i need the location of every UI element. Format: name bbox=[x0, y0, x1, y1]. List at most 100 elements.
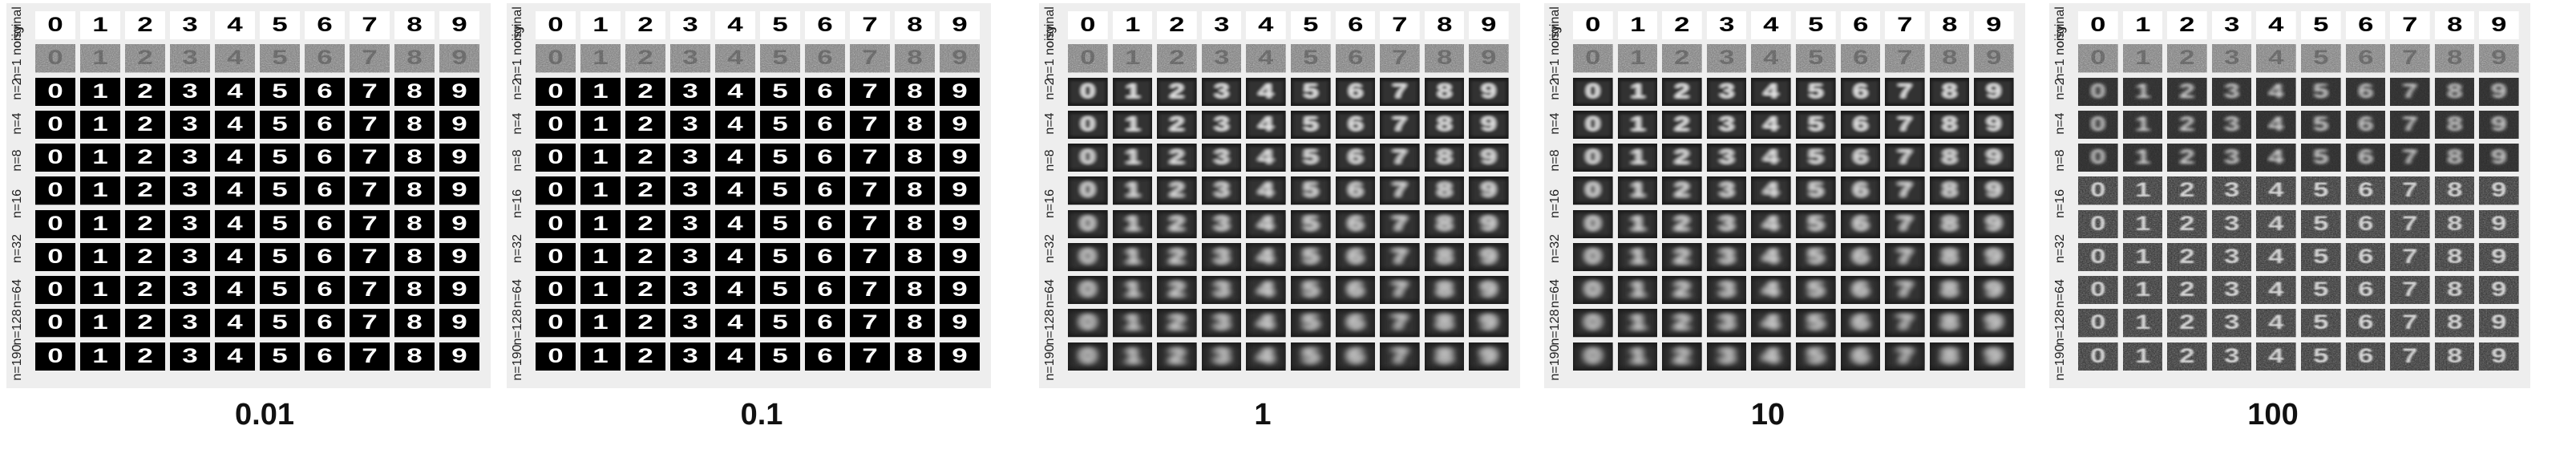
svg-text:0: 0 bbox=[1080, 147, 1095, 168]
svg-text:6: 6 bbox=[817, 147, 832, 168]
digit-image: 9 bbox=[940, 342, 980, 371]
digit-image: 3 bbox=[1201, 176, 1242, 205]
digit-image: 0 bbox=[35, 144, 75, 172]
svg-text:5: 5 bbox=[1303, 180, 1318, 201]
digit-image: 5 bbox=[760, 209, 800, 238]
digit-image: 8 bbox=[895, 44, 935, 73]
digit-image: 8 bbox=[1929, 44, 1970, 73]
digit-image: 5 bbox=[1795, 110, 1836, 140]
svg-text:7: 7 bbox=[1392, 147, 1407, 168]
row-label: n=1 noisy bbox=[2053, 25, 2067, 81]
svg-text:2: 2 bbox=[1169, 47, 1184, 69]
digit-image: 5 bbox=[2300, 342, 2341, 371]
svg-text:3: 3 bbox=[182, 246, 197, 268]
panel-caption: 10 bbox=[1750, 398, 1785, 432]
digit-image: 5 bbox=[1290, 242, 1331, 272]
digit-image: 9 bbox=[1974, 242, 2014, 272]
digit-image: 5 bbox=[2300, 176, 2341, 205]
svg-text:9: 9 bbox=[952, 346, 967, 367]
digit-image: 3 bbox=[2211, 110, 2252, 140]
svg-text:4: 4 bbox=[1259, 80, 1275, 102]
digit-image: 4 bbox=[1246, 77, 1286, 106]
svg-text:1: 1 bbox=[1125, 246, 1140, 268]
digit-image: 6 bbox=[805, 11, 845, 40]
svg-text:1: 1 bbox=[1630, 147, 1645, 168]
digit-image: 9 bbox=[2479, 11, 2519, 40]
svg-text:0: 0 bbox=[47, 180, 63, 201]
digit-image: 2 bbox=[125, 77, 165, 106]
svg-text:7: 7 bbox=[862, 346, 877, 367]
svg-text:6: 6 bbox=[1348, 180, 1363, 201]
row-label: n=32 bbox=[2053, 233, 2067, 264]
svg-text:3: 3 bbox=[1214, 114, 1229, 136]
digit-image: 3 bbox=[2211, 77, 2252, 106]
digit-image: 3 bbox=[670, 144, 710, 172]
svg-text:8: 8 bbox=[1437, 180, 1452, 201]
digit-image: 6 bbox=[2345, 209, 2386, 238]
svg-text:3: 3 bbox=[1214, 147, 1229, 168]
row-label: n=32 bbox=[511, 233, 524, 264]
svg-text:4: 4 bbox=[227, 80, 243, 102]
digit-image: 4 bbox=[715, 144, 755, 172]
svg-text:2: 2 bbox=[1674, 14, 1689, 36]
svg-text:9: 9 bbox=[451, 147, 467, 168]
digit-image: 2 bbox=[1662, 342, 1702, 371]
digit-image: 2 bbox=[1662, 309, 1702, 338]
digit-image: 4 bbox=[2256, 44, 2296, 73]
digit-image: 5 bbox=[1290, 309, 1331, 338]
svg-text:9: 9 bbox=[952, 80, 967, 102]
row-label: n=190 bbox=[1043, 344, 1057, 381]
svg-text:3: 3 bbox=[1719, 114, 1734, 136]
svg-text:3: 3 bbox=[182, 14, 197, 36]
svg-text:4: 4 bbox=[1764, 80, 1780, 102]
digit-image: 4 bbox=[715, 176, 755, 205]
svg-text:6: 6 bbox=[817, 80, 832, 102]
digit-image: 3 bbox=[2211, 44, 2252, 73]
digit-image: 8 bbox=[895, 11, 935, 40]
digit-image: 4 bbox=[1751, 77, 1791, 106]
digit-image: 9 bbox=[2479, 276, 2519, 305]
digit-image: 2 bbox=[1157, 110, 1197, 140]
digit-image: 9 bbox=[1469, 242, 1509, 272]
svg-text:2: 2 bbox=[137, 14, 152, 36]
digit-image: 1 bbox=[580, 176, 621, 205]
row-label: n=64 bbox=[511, 278, 524, 309]
digit-image: 3 bbox=[2211, 276, 2252, 305]
svg-text:2: 2 bbox=[1674, 180, 1689, 201]
digit-image: 5 bbox=[260, 77, 300, 106]
svg-text:4: 4 bbox=[727, 279, 743, 301]
digit-image: 4 bbox=[2256, 276, 2296, 305]
svg-text:2: 2 bbox=[137, 80, 152, 102]
digit-image: 0 bbox=[2078, 144, 2118, 172]
svg-text:4: 4 bbox=[1764, 246, 1780, 268]
digit-image: 6 bbox=[305, 144, 345, 172]
row-label: n=32 bbox=[1043, 233, 1057, 264]
digit-image: 0 bbox=[536, 242, 576, 272]
digit-image: 6 bbox=[2345, 77, 2386, 106]
digit-image: 6 bbox=[305, 44, 345, 73]
digit-image: 7 bbox=[1380, 276, 1420, 305]
digit-image: 4 bbox=[215, 342, 255, 371]
svg-text:2: 2 bbox=[137, 279, 152, 301]
digit-image: 1 bbox=[2122, 342, 2163, 371]
svg-text:8: 8 bbox=[406, 80, 422, 102]
digit-image: 0 bbox=[1068, 144, 1108, 172]
svg-text:8: 8 bbox=[1437, 80, 1452, 102]
svg-text:1: 1 bbox=[1125, 213, 1140, 234]
svg-text:1: 1 bbox=[92, 80, 107, 102]
svg-text:6: 6 bbox=[317, 114, 332, 136]
digit-image: 4 bbox=[715, 342, 755, 371]
svg-text:3: 3 bbox=[682, 147, 698, 168]
digit-image: 3 bbox=[170, 242, 210, 272]
digit-image: 2 bbox=[1157, 342, 1197, 371]
digit-image: 1 bbox=[2122, 11, 2163, 40]
digit-image: 5 bbox=[1290, 342, 1331, 371]
digit-image: 4 bbox=[215, 110, 255, 140]
digit-image: 8 bbox=[394, 309, 435, 338]
digit-image: 3 bbox=[1706, 11, 1747, 40]
svg-text:9: 9 bbox=[2492, 14, 2507, 36]
digit-image: 5 bbox=[1795, 44, 1836, 73]
svg-text:4: 4 bbox=[727, 14, 743, 36]
digit-image: 4 bbox=[1751, 11, 1791, 40]
digit-image: 8 bbox=[2434, 176, 2475, 205]
